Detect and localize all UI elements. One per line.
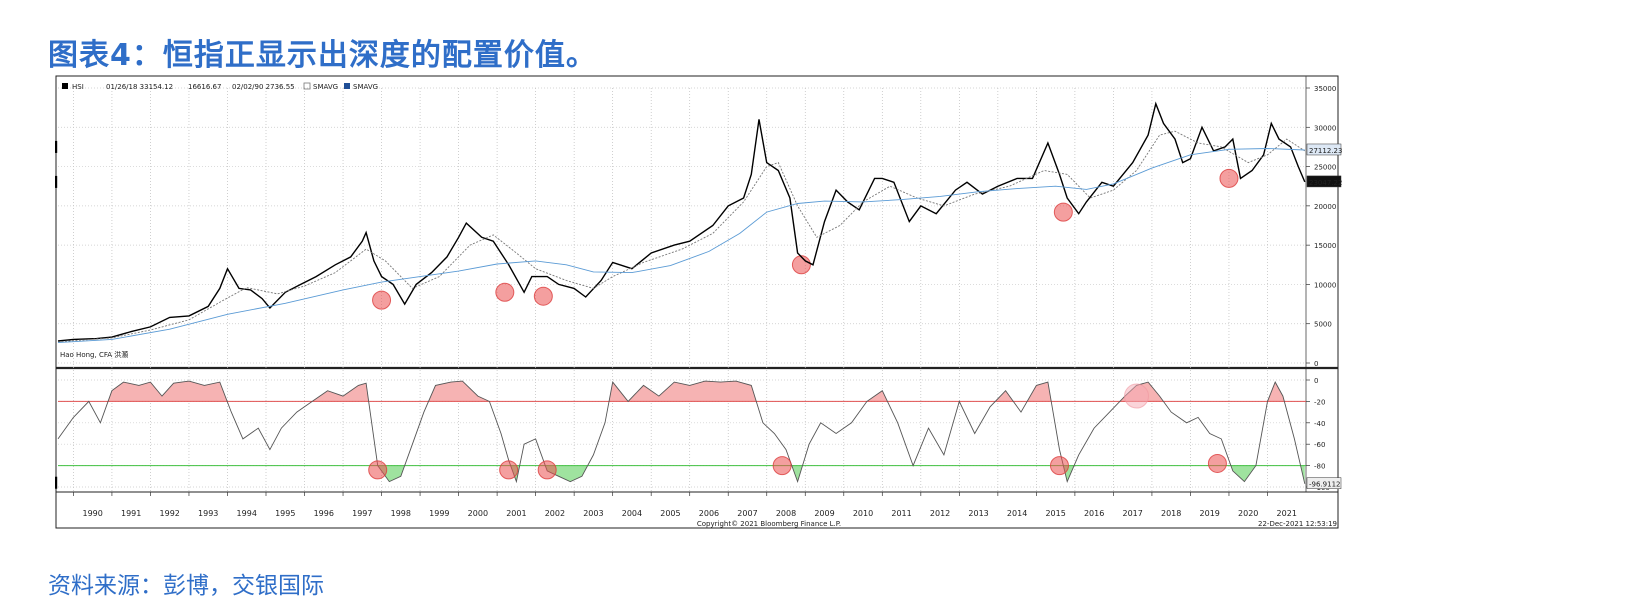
trough-marker-2 [495,282,515,302]
legend-swatch-sma-short [303,82,311,90]
oscillator-marker-3 [537,460,557,480]
x-tick-label-1995: 1995 [275,509,295,518]
chart-title: 图表4：恒指正显示出深度的配置价值。 [48,38,597,73]
x-tick-label-1992: 1992 [160,509,180,518]
trough-marker-4 [791,255,811,275]
x-tick-label-2018: 2018 [1161,509,1181,518]
label-hsi-last: 23047.22 [1309,179,1342,187]
trough-marker-1 [372,290,392,310]
x-tick-label-2006: 2006 [699,509,719,518]
x-tick-label-2004: 2004 [622,509,642,518]
oscillator-marker-1 [368,460,388,480]
x-tick-label-2011: 2011 [891,509,911,518]
y-tick-label-top-20000: 20000 [1314,203,1336,211]
sma-short-line [57,130,1306,343]
left-marker-3 [55,476,58,489]
source-note: 资料来源：彭博，交银国际 [48,573,324,599]
y-tick-label-top-5000: 5000 [1314,321,1332,329]
x-tick-label-1999: 1999 [429,509,449,518]
y-tick-label-top-0: 0 [1314,360,1318,368]
x-tick-label-1998: 1998 [391,509,411,518]
oversold-fill [377,465,1305,484]
trough-marker-3 [533,286,553,306]
y-tick-label-top-35000: 35000 [1314,85,1336,93]
y-tick-label-top-30000: 30000 [1314,124,1336,132]
label-oscillator-last-box [1306,477,1342,489]
legend-low: 02/02/90 2736.55 [232,83,295,91]
sma-long-line [57,148,1305,344]
overbought-fill [108,381,1285,402]
left-marker-1 [55,140,58,153]
x-tick-label-2000: 2000 [468,509,488,518]
label-sma-long-last-box [1306,143,1342,156]
x-tick-label-2008: 2008 [776,509,796,518]
oscillator-marker-5 [1049,456,1069,476]
y-tick-label-top-15000: 15000 [1314,242,1336,250]
y-tick-label-bottom--40: -40 [1314,420,1325,428]
x-tick-label-2014: 2014 [1007,509,1027,518]
y-tick-label-top-10000: 10000 [1314,281,1336,289]
x-tick-label-1991: 1991 [121,509,141,518]
trough-marker-6 [1219,168,1239,188]
oscillator-marker-7 [1124,383,1150,409]
label-sma-long-last: 27112.23 [1309,147,1342,155]
oscillator-marker-2 [499,460,519,480]
y-tick-label-top-25000: 25000 [1314,164,1336,172]
oscillator-marker-6 [1207,453,1227,473]
oscillator-line [57,380,1306,484]
label-hsi-last-box [1306,175,1342,188]
x-tick-label-1993: 1993 [198,509,218,518]
x-tick-label-2002: 2002 [545,509,565,518]
legend-sma-short: SMAVG [313,83,338,91]
hsi-line [57,101,1306,342]
x-tick-label-2005: 2005 [660,509,680,518]
x-tick-label-1996: 1996 [314,509,334,518]
watermark: Hao Hong, CFA 洪灝 [60,350,128,359]
x-tick-label-2020: 2020 [1238,509,1258,518]
legend-hsi: HSI [72,83,84,91]
x-tick-label-2012: 2012 [930,509,950,518]
copyright-note: Copyright© 2021 Bloomberg Finance L.P. [697,520,841,528]
x-tick-label-2010: 2010 [853,509,873,518]
y-tick-label-bottom-0: 0 [1314,377,1318,385]
legend-sma-long: SMAVG [353,83,378,91]
timestamp: 22-Dec-2021 12:53:19 [1258,520,1337,528]
y-tick-label-bottom--20: -20 [1314,398,1325,406]
x-tick-label-2017: 2017 [1122,509,1142,518]
x-tick-label-1997: 1997 [352,509,372,518]
x-tick-label-2021: 2021 [1277,509,1297,518]
x-tick-label-2007: 2007 [737,509,757,518]
x-tick-label-2009: 2009 [814,509,834,518]
y-tick-label-bottom--80: -80 [1314,463,1325,471]
y-tick-label-bottom--60: -60 [1314,441,1325,449]
legend-swatch-sma-long [344,83,350,89]
x-tick-label-1990: 1990 [82,509,102,518]
label-oscillator-last: -96.9112 [1309,481,1340,489]
legend-swatch-hsi [62,83,68,89]
x-tick-label-2019: 2019 [1200,509,1220,518]
left-marker-2 [55,175,58,188]
legend-last: 16616.67 [188,83,221,91]
oscillator-marker-4 [772,456,792,476]
x-tick-label-2013: 2013 [968,509,988,518]
x-tick-label-1994: 1994 [237,509,257,518]
x-tick-label-2001: 2001 [506,509,526,518]
x-tick-label-2015: 2015 [1045,509,1065,518]
trough-marker-5 [1053,202,1073,222]
legend-high: 01/26/18 33154.12 [106,83,173,91]
x-tick-label-2003: 2003 [583,509,603,518]
chart-frame [55,75,1339,529]
x-tick-label-2016: 2016 [1084,509,1104,518]
